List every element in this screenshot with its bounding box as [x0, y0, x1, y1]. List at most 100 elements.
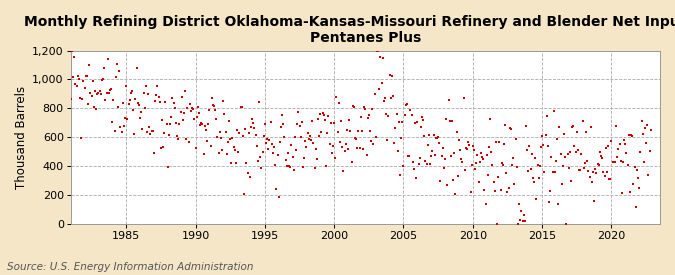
Point: [319, 112, 329, 117]
Point: [239, 192, 250, 196]
Point: [244, 175, 255, 180]
Point: [130, 97, 141, 101]
Point: [210, 108, 221, 112]
Point: [447, 119, 458, 123]
Point: [467, 144, 478, 148]
Point: [585, 125, 596, 129]
Point: [221, 152, 232, 156]
Point: [98, 77, 109, 81]
Point: [595, 150, 605, 155]
Point: [171, 134, 182, 139]
Point: [582, 159, 593, 163]
Point: [90, 89, 101, 93]
Point: [587, 180, 597, 184]
Point: [577, 119, 588, 123]
Point: [77, 97, 88, 101]
Point: [439, 156, 450, 161]
Point: [510, 137, 521, 141]
Point: [351, 137, 362, 141]
Point: [501, 171, 512, 175]
Point: [287, 155, 298, 159]
Point: [189, 117, 200, 121]
Point: [494, 140, 505, 144]
Point: [598, 170, 609, 174]
Point: [414, 155, 425, 160]
Point: [176, 95, 187, 100]
Point: [330, 156, 341, 161]
Point: [497, 163, 508, 167]
Point: [562, 152, 573, 156]
Point: [314, 134, 325, 138]
Point: [294, 124, 305, 129]
Point: [444, 119, 455, 123]
Point: [283, 150, 294, 155]
Point: [234, 131, 245, 135]
Point: [329, 121, 340, 125]
Point: [644, 148, 655, 153]
Point: [405, 108, 416, 112]
Point: [142, 92, 153, 96]
Point: [295, 134, 306, 139]
Point: [545, 189, 556, 193]
Point: [559, 132, 570, 136]
Point: [507, 163, 518, 168]
Point: [343, 147, 354, 152]
Point: [362, 116, 373, 120]
Point: [367, 107, 378, 111]
Point: [310, 146, 321, 151]
Point: [288, 168, 299, 172]
Point: [456, 157, 466, 161]
Point: [108, 98, 119, 102]
Point: [535, 145, 546, 149]
Point: [160, 100, 171, 104]
Point: [358, 146, 369, 151]
Point: [608, 160, 619, 164]
Point: [207, 103, 218, 107]
Point: [379, 96, 390, 100]
Point: [338, 169, 349, 174]
Point: [527, 176, 538, 181]
Point: [541, 114, 552, 119]
Point: [129, 132, 140, 136]
Point: [327, 151, 338, 155]
Point: [131, 65, 142, 70]
Point: [561, 222, 572, 226]
Point: [516, 209, 526, 213]
Point: [356, 129, 367, 133]
Point: [532, 163, 543, 167]
Point: [531, 197, 542, 201]
Point: [184, 101, 195, 106]
Point: [223, 139, 234, 144]
Point: [181, 137, 192, 141]
Point: [304, 134, 315, 138]
Point: [90, 107, 101, 112]
Point: [452, 174, 463, 178]
Point: [335, 140, 346, 145]
Point: [592, 162, 603, 166]
Point: [109, 128, 120, 133]
Point: [88, 105, 99, 109]
Point: [436, 154, 447, 158]
Point: [296, 120, 307, 125]
Point: [618, 160, 628, 164]
Point: [202, 139, 213, 143]
Point: [613, 147, 624, 151]
Point: [163, 132, 174, 137]
Point: [85, 91, 96, 95]
Point: [471, 161, 482, 165]
Point: [140, 84, 151, 88]
Point: [192, 104, 203, 109]
Point: [107, 120, 117, 125]
Point: [525, 167, 536, 171]
Point: [363, 113, 374, 117]
Point: [161, 122, 172, 126]
Point: [504, 126, 515, 130]
Point: [390, 126, 401, 131]
Point: [463, 140, 474, 145]
Point: [270, 163, 281, 167]
Point: [155, 100, 165, 104]
Point: [500, 122, 510, 127]
Point: [600, 146, 611, 150]
Point: [132, 101, 143, 105]
Point: [486, 150, 497, 154]
